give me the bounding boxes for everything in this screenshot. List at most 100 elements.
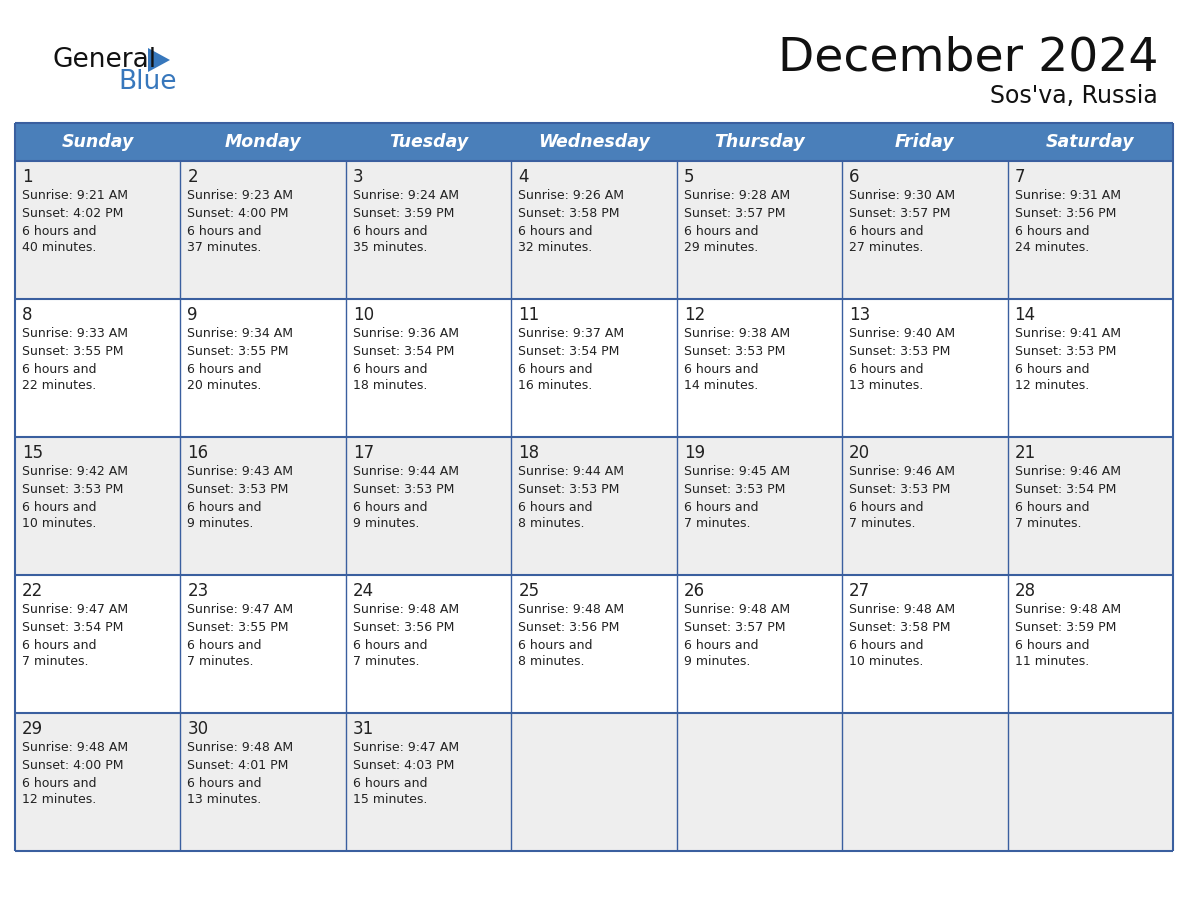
Text: 6 hours and: 6 hours and — [849, 501, 923, 514]
Text: 6 hours and: 6 hours and — [188, 639, 261, 652]
Text: General: General — [52, 47, 156, 73]
Polygon shape — [148, 48, 170, 72]
Text: Sunrise: 9:21 AM: Sunrise: 9:21 AM — [23, 189, 128, 202]
Text: 20 minutes.: 20 minutes. — [188, 379, 261, 392]
Text: 19: 19 — [684, 444, 704, 462]
Text: Sunset: 3:53 PM: Sunset: 3:53 PM — [684, 345, 785, 358]
Text: Wednesday: Wednesday — [538, 133, 650, 151]
Text: 13: 13 — [849, 306, 871, 324]
Text: Sunset: 3:53 PM: Sunset: 3:53 PM — [849, 483, 950, 496]
Text: Sunrise: 9:36 AM: Sunrise: 9:36 AM — [353, 327, 459, 340]
Text: 22 minutes.: 22 minutes. — [23, 379, 96, 392]
Bar — [15, 161, 1173, 299]
Text: 16 minutes.: 16 minutes. — [518, 379, 593, 392]
Text: Sos'va, Russia: Sos'va, Russia — [991, 84, 1158, 108]
Text: 8: 8 — [23, 306, 32, 324]
Text: 29 minutes.: 29 minutes. — [684, 241, 758, 254]
Text: Sunset: 3:53 PM: Sunset: 3:53 PM — [849, 345, 950, 358]
Text: Sunrise: 9:34 AM: Sunrise: 9:34 AM — [188, 327, 293, 340]
Text: Sunrise: 9:47 AM: Sunrise: 9:47 AM — [353, 741, 459, 754]
Text: Sunset: 3:55 PM: Sunset: 3:55 PM — [188, 621, 289, 634]
Text: 2: 2 — [188, 168, 198, 186]
Text: Sunrise: 9:37 AM: Sunrise: 9:37 AM — [518, 327, 625, 340]
Text: 9 minutes.: 9 minutes. — [188, 517, 254, 530]
Text: 6 hours and: 6 hours and — [353, 225, 428, 238]
Text: 14: 14 — [1015, 306, 1036, 324]
Text: 17: 17 — [353, 444, 374, 462]
Text: 5: 5 — [684, 168, 694, 186]
Text: 22: 22 — [23, 582, 43, 600]
Text: 6 hours and: 6 hours and — [1015, 225, 1089, 238]
Text: 26: 26 — [684, 582, 704, 600]
Text: Sunset: 3:53 PM: Sunset: 3:53 PM — [1015, 345, 1116, 358]
Text: Sunrise: 9:48 AM: Sunrise: 9:48 AM — [23, 741, 128, 754]
Text: 6 hours and: 6 hours and — [684, 639, 758, 652]
Text: Sunset: 3:59 PM: Sunset: 3:59 PM — [1015, 621, 1116, 634]
Text: 6 hours and: 6 hours and — [1015, 363, 1089, 376]
Text: 32 minutes.: 32 minutes. — [518, 241, 593, 254]
Text: 6 hours and: 6 hours and — [353, 501, 428, 514]
Text: 24: 24 — [353, 582, 374, 600]
Text: 7 minutes.: 7 minutes. — [188, 655, 254, 668]
Text: 40 minutes.: 40 minutes. — [23, 241, 96, 254]
Text: Sunrise: 9:46 AM: Sunrise: 9:46 AM — [849, 465, 955, 478]
Text: Sunrise: 9:48 AM: Sunrise: 9:48 AM — [1015, 603, 1120, 616]
Text: 6 hours and: 6 hours and — [1015, 639, 1089, 652]
Text: 27: 27 — [849, 582, 871, 600]
Text: Sunrise: 9:46 AM: Sunrise: 9:46 AM — [1015, 465, 1120, 478]
Text: 6 hours and: 6 hours and — [684, 501, 758, 514]
Text: Sunrise: 9:40 AM: Sunrise: 9:40 AM — [849, 327, 955, 340]
Bar — [15, 713, 1173, 851]
Text: Sunrise: 9:38 AM: Sunrise: 9:38 AM — [684, 327, 790, 340]
Text: Sunrise: 9:44 AM: Sunrise: 9:44 AM — [518, 465, 624, 478]
Text: Saturday: Saturday — [1045, 133, 1135, 151]
Text: Sunday: Sunday — [62, 133, 134, 151]
Text: Sunrise: 9:24 AM: Sunrise: 9:24 AM — [353, 189, 459, 202]
Text: Sunset: 3:57 PM: Sunset: 3:57 PM — [849, 207, 950, 220]
Text: Friday: Friday — [895, 133, 955, 151]
Text: Sunrise: 9:48 AM: Sunrise: 9:48 AM — [353, 603, 459, 616]
Text: Sunrise: 9:23 AM: Sunrise: 9:23 AM — [188, 189, 293, 202]
Text: Sunset: 4:00 PM: Sunset: 4:00 PM — [188, 207, 289, 220]
Text: Sunset: 3:54 PM: Sunset: 3:54 PM — [23, 621, 124, 634]
Text: 6 hours and: 6 hours and — [518, 639, 593, 652]
Text: Sunset: 3:53 PM: Sunset: 3:53 PM — [188, 483, 289, 496]
Text: Sunrise: 9:41 AM: Sunrise: 9:41 AM — [1015, 327, 1120, 340]
Text: Sunset: 4:03 PM: Sunset: 4:03 PM — [353, 759, 454, 772]
Text: 9 minutes.: 9 minutes. — [684, 655, 750, 668]
Text: Sunset: 3:56 PM: Sunset: 3:56 PM — [353, 621, 454, 634]
Text: 14 minutes.: 14 minutes. — [684, 379, 758, 392]
Text: Sunset: 3:56 PM: Sunset: 3:56 PM — [518, 621, 620, 634]
Text: 10 minutes.: 10 minutes. — [23, 517, 96, 530]
Text: 30: 30 — [188, 720, 209, 738]
Text: 6 hours and: 6 hours and — [353, 777, 428, 790]
Text: 7 minutes.: 7 minutes. — [684, 517, 750, 530]
Text: 11: 11 — [518, 306, 539, 324]
Text: Sunrise: 9:47 AM: Sunrise: 9:47 AM — [188, 603, 293, 616]
Text: 18 minutes.: 18 minutes. — [353, 379, 428, 392]
Text: 23: 23 — [188, 582, 209, 600]
Text: 7: 7 — [1015, 168, 1025, 186]
Text: 15 minutes.: 15 minutes. — [353, 793, 428, 806]
Text: 11 minutes.: 11 minutes. — [1015, 655, 1089, 668]
Text: 15: 15 — [23, 444, 43, 462]
Text: 13 minutes.: 13 minutes. — [849, 379, 923, 392]
Text: 6: 6 — [849, 168, 860, 186]
Text: Sunset: 3:53 PM: Sunset: 3:53 PM — [353, 483, 454, 496]
Text: Sunset: 4:01 PM: Sunset: 4:01 PM — [188, 759, 289, 772]
Text: 6 hours and: 6 hours and — [353, 639, 428, 652]
Text: Blue: Blue — [118, 69, 177, 95]
Text: 6 hours and: 6 hours and — [188, 225, 261, 238]
Text: 6 hours and: 6 hours and — [849, 363, 923, 376]
Bar — [15, 123, 1173, 161]
Text: 6 hours and: 6 hours and — [188, 363, 261, 376]
Text: 7 minutes.: 7 minutes. — [23, 655, 88, 668]
Text: 6 hours and: 6 hours and — [684, 363, 758, 376]
Text: 6 hours and: 6 hours and — [23, 501, 96, 514]
Text: Sunset: 3:54 PM: Sunset: 3:54 PM — [353, 345, 454, 358]
Text: 4: 4 — [518, 168, 529, 186]
Text: Tuesday: Tuesday — [388, 133, 468, 151]
Text: 6 hours and: 6 hours and — [518, 363, 593, 376]
Text: 6 hours and: 6 hours and — [1015, 501, 1089, 514]
Text: Sunrise: 9:28 AM: Sunrise: 9:28 AM — [684, 189, 790, 202]
